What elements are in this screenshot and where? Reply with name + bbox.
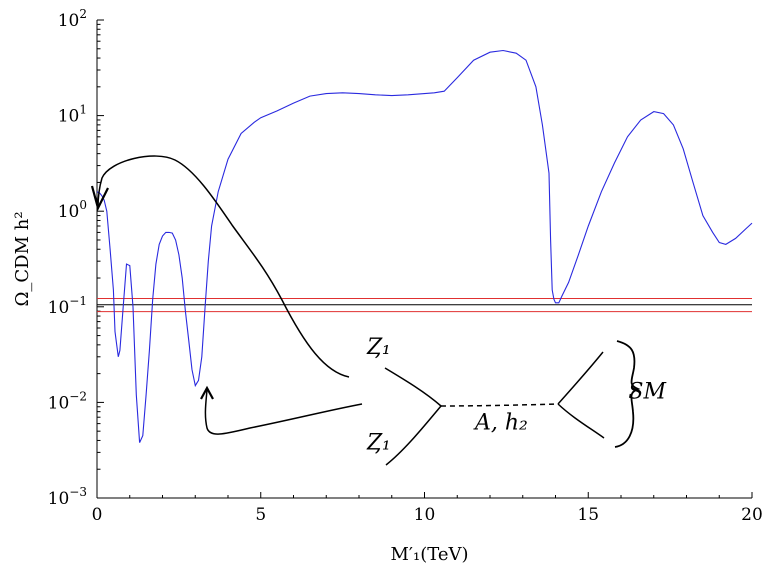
- x-tick-label: 5: [255, 505, 266, 525]
- y-tick-label: 10−1: [48, 294, 87, 318]
- y-axis-label: Ω_CDM h²: [12, 211, 33, 306]
- y-tick-label: 100: [58, 198, 87, 222]
- sketch-feynman-leg-upper: [384, 367, 442, 407]
- annotation-label: Ȥ₁: [366, 335, 391, 360]
- sketch-arrow-curve-upper: [97, 155, 350, 378]
- x-axis-label: M′₁(TeV): [390, 544, 468, 565]
- annotation-label: A, h₂: [473, 411, 528, 436]
- series-line: [96, 49, 753, 443]
- annotation-label: Ȥ₁: [366, 431, 391, 456]
- annotations: Ȥ₁ Ȥ₁ A, h₂ SM: [366, 335, 667, 456]
- y-tick-label: 101: [58, 103, 87, 127]
- sketch-feynman-propagator: [440, 403, 559, 407]
- y-tick-label: 102: [58, 7, 87, 31]
- x-tick-label: 20: [741, 505, 763, 525]
- annotation-label: SM: [628, 379, 666, 404]
- sketch-arrow-head-lower: [200, 385, 214, 400]
- y-tick-label: 10−3: [48, 485, 87, 509]
- sketch-arrow-head-upper: [90, 185, 109, 212]
- series-layer: [96, 49, 753, 443]
- x-tick-label: 10: [414, 505, 436, 525]
- sketch-feynman-leg-lower: [385, 405, 442, 466]
- sketch-brace: [614, 340, 641, 448]
- axes: 0 5 10 15 20 10−3 10−2 10−1 100 101 102 M′₁(TeV) Ω_C…: [12, 7, 763, 565]
- x-tick-label: 15: [577, 505, 599, 525]
- handwritten-sketch: [90, 155, 641, 466]
- x-tick-label: 0: [92, 505, 103, 525]
- sketch-feynman-out-lower: [557, 403, 605, 439]
- reference-lines: [97, 298, 752, 313]
- y-tick-label: 10−2: [48, 389, 87, 413]
- sketch-feynman-out-upper: [557, 351, 604, 405]
- sketch-arrow-curve-lower: [204, 389, 363, 435]
